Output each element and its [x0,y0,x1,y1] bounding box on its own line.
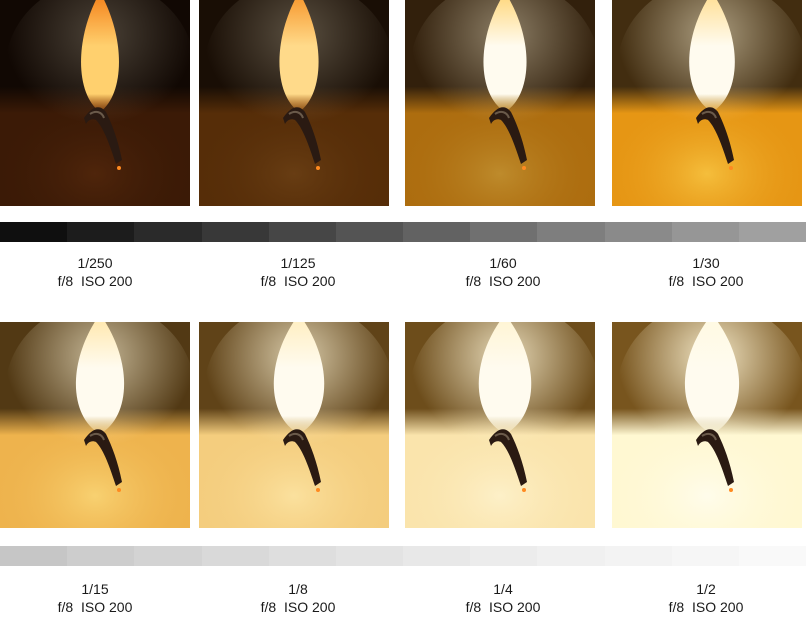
aperture-iso: f/8 ISO 200 [668,599,744,615]
gray-step [671,222,739,242]
candle-photo-2 [199,0,389,206]
shutter-speed: 1/60 [489,255,517,271]
candle-photo-8 [612,322,802,528]
gray-step [67,222,135,242]
gray-step [470,222,538,242]
gray-step [201,222,269,242]
candle-photo-6 [199,322,389,528]
shutter-speed: 1/8 [288,581,308,597]
candle-photo-4 [612,0,802,206]
caption-2: 1/125 f/8 ISO 200 [203,254,393,290]
shutter-speed: 1/15 [81,581,109,597]
aperture-iso: f/8 ISO 200 [465,599,541,615]
caption-3: 1/60 f/8 ISO 200 [408,254,598,290]
caption-5: 1/15 f/8 ISO 200 [0,580,190,616]
candle-photo-5 [0,322,190,528]
gray-strip-1 [0,222,806,242]
aperture-iso: f/8 ISO 200 [57,273,133,289]
gray-step [67,546,135,566]
gray-step [134,222,202,242]
candle-photo-3 [405,0,595,206]
shutter-speed: 1/125 [280,255,316,271]
gray-step [134,546,202,566]
aperture-iso: f/8 ISO 200 [260,599,336,615]
gray-step [470,546,538,566]
gray-step [537,546,605,566]
gray-step [403,546,471,566]
shutter-speed: 1/4 [493,581,513,597]
gray-step [604,222,672,242]
aperture-iso: f/8 ISO 200 [260,273,336,289]
caption-8: 1/2 f/8 ISO 200 [611,580,801,616]
gray-step [335,222,404,242]
gray-step [403,222,471,242]
shutter-speed: 1/30 [692,255,720,271]
gray-step [201,546,269,566]
gray-step [335,546,404,566]
aperture-iso: f/8 ISO 200 [57,599,133,615]
gray-step [671,546,739,566]
candle-photo-1 [0,0,190,206]
shutter-speed: 1/2 [696,581,716,597]
caption-7: 1/4 f/8 ISO 200 [408,580,598,616]
aperture-iso: f/8 ISO 200 [668,273,744,289]
gray-step [0,546,68,566]
gray-step [0,222,68,242]
caption-4: 1/30 f/8 ISO 200 [611,254,801,290]
gray-step [268,546,336,566]
gray-step [537,222,605,242]
aperture-iso: f/8 ISO 200 [465,273,541,289]
gray-step [268,222,336,242]
gray-step [738,546,806,566]
caption-1: 1/250 f/8 ISO 200 [0,254,190,290]
caption-6: 1/8 f/8 ISO 200 [203,580,393,616]
shutter-speed: 1/250 [77,255,113,271]
candle-photo-7 [405,322,595,528]
gray-strip-2 [0,546,806,566]
gray-step [738,222,806,242]
gray-step [604,546,672,566]
